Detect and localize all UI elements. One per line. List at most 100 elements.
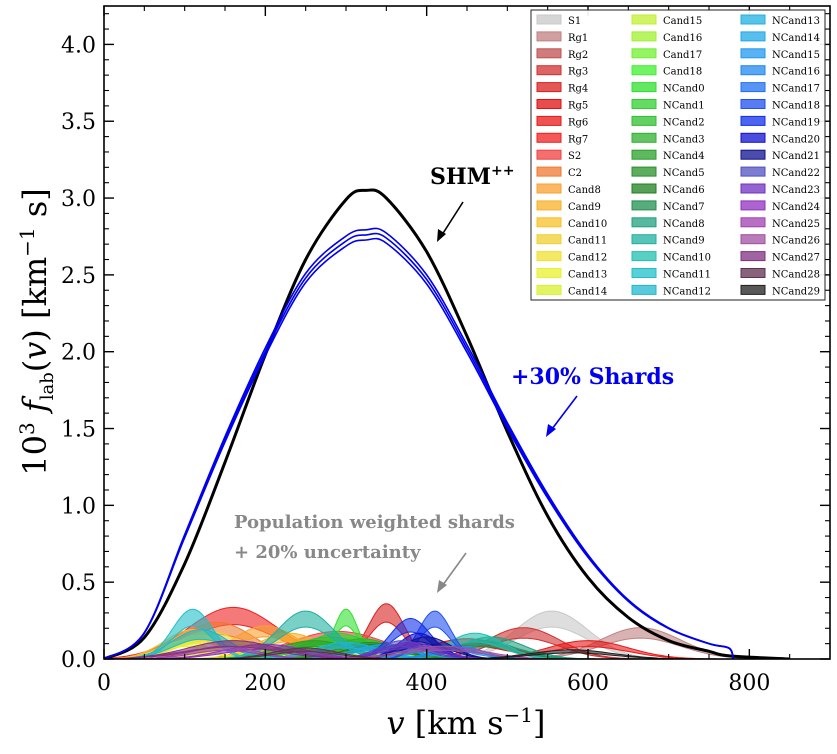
legend-swatch <box>536 31 562 42</box>
x-tick-label: 200 <box>244 671 286 696</box>
legend-swatch <box>740 284 766 295</box>
legend-label: NCand20 <box>772 134 820 145</box>
shm-line <box>104 188 790 659</box>
legend-label: NCand2 <box>663 117 705 128</box>
legend-label: Rg3 <box>568 67 588 78</box>
legend-label: Cand14 <box>568 286 607 297</box>
y-tick-label: 3.0 <box>61 187 96 212</box>
legend-swatch <box>631 183 657 194</box>
legend-swatch <box>740 65 766 76</box>
legend-swatch <box>536 268 562 278</box>
legend-label: Cand10 <box>568 219 607 230</box>
legend-swatch <box>631 284 657 295</box>
shards-line <box>104 237 734 659</box>
legend-swatch <box>631 268 657 278</box>
legend-label: NCand23 <box>772 185 820 196</box>
legend-label: NCand17 <box>772 84 820 95</box>
x-tick-label: 400 <box>406 671 448 696</box>
population-arrow-head <box>437 580 447 593</box>
legend: S1 Rg1 Rg2 Rg3 Rg4 Rg5 Rg6 Rg7 S2 C2 Cand8 Cand9 Can… <box>530 9 826 301</box>
shm-arrow <box>439 201 464 239</box>
legend-swatch <box>536 251 562 262</box>
legend-swatch <box>536 217 562 228</box>
population-label-1: Population weighted shards <box>234 512 515 533</box>
legend-swatch <box>740 14 766 25</box>
legend-swatch <box>536 234 562 245</box>
legend-label: Cand15 <box>663 16 702 27</box>
legend-swatch <box>536 149 562 160</box>
legend-label: NCand22 <box>772 168 820 179</box>
legend-label: Cand8 <box>568 185 601 196</box>
legend-swatch <box>740 99 766 109</box>
legend-swatch <box>631 65 657 76</box>
legend-swatch <box>740 115 766 126</box>
legend-label: Rg2 <box>568 50 588 61</box>
legend-swatch <box>631 200 657 211</box>
annotations: SHM++ +30% Shards Population weighted sh… <box>234 163 674 593</box>
legend-swatch <box>631 48 657 59</box>
model-lines <box>104 188 790 659</box>
legend-swatch <box>536 200 562 211</box>
legend-swatch <box>740 217 766 228</box>
legend-swatch <box>536 65 562 76</box>
legend-swatch <box>740 251 766 262</box>
legend-label: NCand13 <box>772 16 820 27</box>
legend-swatch <box>536 166 562 177</box>
legend-label: S1 <box>568 16 581 27</box>
legend-label: Rg5 <box>568 101 588 112</box>
legend-label: C2 <box>568 168 582 179</box>
legend-label: NCand10 <box>663 253 711 264</box>
legend-swatch <box>536 99 562 109</box>
legend-swatch <box>740 183 766 194</box>
legend-label: Rg7 <box>568 134 588 145</box>
legend-swatch <box>631 14 657 25</box>
legend-swatch <box>631 82 657 93</box>
legend-label: Rg6 <box>568 117 588 128</box>
legend-label: NCand18 <box>772 101 820 112</box>
legend-label: NCand4 <box>663 151 705 162</box>
y-tick-label: 3.5 <box>61 110 96 135</box>
legend-swatch <box>740 149 766 160</box>
legend-swatch <box>536 284 562 295</box>
legend-swatch <box>536 132 562 143</box>
shard-areas <box>104 603 770 659</box>
legend-swatch <box>536 14 562 25</box>
legend-swatch <box>631 234 657 245</box>
legend-swatch <box>631 31 657 42</box>
y-tick-label: 1.5 <box>61 418 96 443</box>
legend-swatch <box>536 82 562 93</box>
shards-line <box>104 227 734 659</box>
shards-arrow <box>548 395 578 434</box>
y-tick-label: 1.0 <box>61 494 96 519</box>
legend-swatch <box>740 48 766 59</box>
legend-label: NCand19 <box>772 117 820 128</box>
legend-label: Cand12 <box>568 253 607 264</box>
legend-label: NCand14 <box>772 33 820 44</box>
legend-swatch <box>740 132 766 143</box>
legend-label: NCand1 <box>663 101 705 112</box>
legend-label: NCand29 <box>772 286 820 297</box>
x-tick-label: 800 <box>728 671 770 696</box>
axes: 0 200 400 600 800 0.0 0.5 1.0 1.5 2.0 2.5 3.0 3.5 4.0 <box>61 6 830 696</box>
shards-label: +30% Shards <box>511 364 674 390</box>
legend-label: NCand0 <box>663 84 705 95</box>
legend-label: NCand7 <box>663 202 705 213</box>
legend-swatch <box>740 31 766 42</box>
y-tick-label: 4.0 <box>61 33 96 58</box>
legend-label: NCand8 <box>663 219 705 230</box>
legend-label: NCand5 <box>663 168 705 179</box>
legend-label: Cand13 <box>568 270 607 281</box>
legend-label: NCand11 <box>663 270 711 281</box>
legend-label: NCand9 <box>663 236 705 247</box>
legend-label: Cand9 <box>568 202 601 213</box>
legend-label: S2 <box>568 151 581 162</box>
legend-swatch <box>631 132 657 143</box>
legend-swatch <box>631 99 657 109</box>
legend-label: NCand21 <box>772 151 820 162</box>
legend-label: Rg1 <box>568 33 588 44</box>
legend-swatch <box>536 48 562 59</box>
legend-swatch <box>740 200 766 211</box>
legend-label: NCand15 <box>772 50 820 61</box>
legend-label: NCand25 <box>772 219 820 230</box>
legend-label: NCand27 <box>772 253 820 264</box>
